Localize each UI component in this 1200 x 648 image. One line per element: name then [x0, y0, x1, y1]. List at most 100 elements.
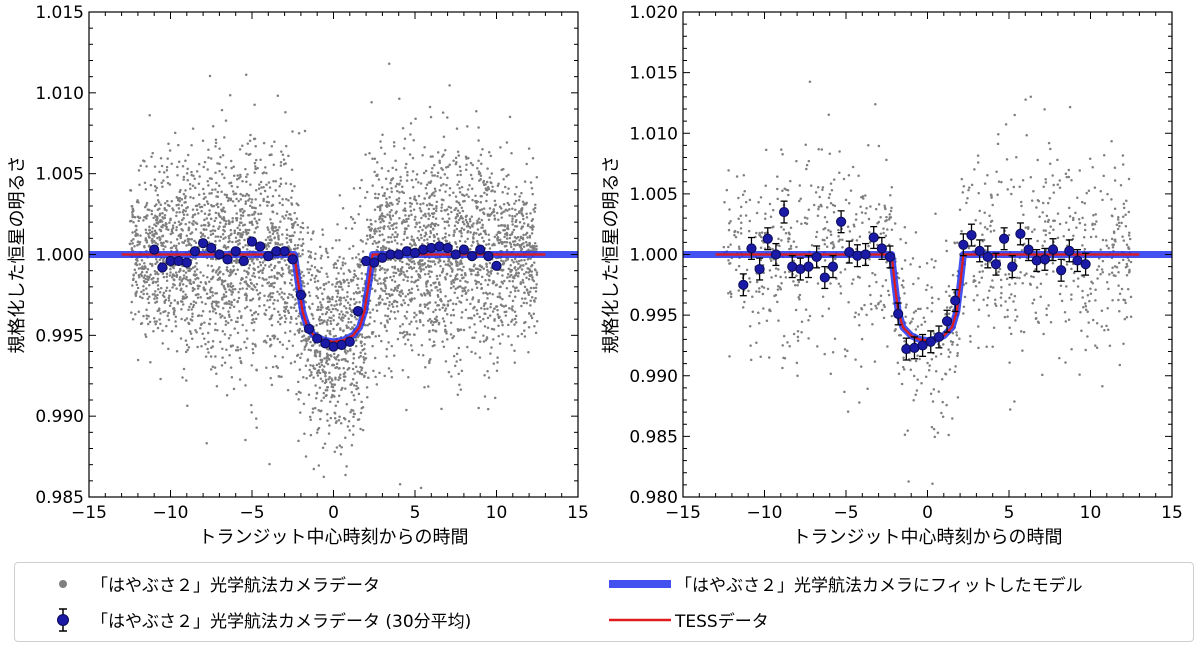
scatter-point	[1128, 237, 1132, 241]
scatter-point	[365, 218, 369, 221]
scatter-point	[180, 198, 184, 201]
scatter-point	[360, 368, 363, 372]
scatter-point	[325, 321, 328, 324]
scatter-point	[489, 272, 493, 275]
scatter-point	[130, 239, 133, 242]
scatter-point	[482, 183, 486, 187]
scatter-point	[404, 209, 407, 213]
binned-point	[483, 251, 494, 262]
scatter-point	[501, 333, 504, 336]
scatter-point	[296, 243, 300, 247]
scatter-point	[476, 219, 479, 222]
scatter-point	[273, 266, 276, 270]
scatter-point	[228, 353, 231, 357]
scatter-point	[281, 203, 284, 207]
scatter-point	[940, 411, 943, 415]
y-tick-label: 0.985	[35, 488, 84, 508]
scatter-point	[361, 348, 364, 352]
scatter-point	[195, 331, 198, 334]
scatter-point	[169, 217, 172, 221]
scatter-point	[344, 387, 347, 390]
scatter-point	[1082, 275, 1086, 278]
scatter-point	[482, 211, 485, 214]
scatter-point	[821, 295, 825, 299]
scatter-point	[530, 316, 534, 320]
scatter-point	[471, 198, 474, 202]
scatter-point	[308, 255, 311, 259]
scatter-point	[373, 229, 376, 233]
scatter-point	[391, 305, 395, 308]
scatter-point	[478, 179, 481, 182]
scatter-point	[500, 207, 503, 210]
scatter-point	[225, 348, 228, 351]
scatter-point	[414, 215, 417, 219]
scatter-point	[440, 299, 443, 303]
scatter-point	[484, 278, 487, 282]
scatter-point	[1124, 213, 1127, 217]
scatter-point	[1056, 183, 1060, 186]
scatter-point	[334, 358, 338, 361]
scatter-point	[789, 226, 793, 229]
scatter-point	[324, 334, 328, 338]
scatter-point	[858, 324, 861, 327]
scatter-point	[308, 368, 311, 372]
scatter-point	[416, 278, 420, 282]
scatter-point	[496, 231, 500, 234]
scatter-point	[776, 187, 779, 191]
scatter-point	[144, 237, 148, 240]
scatter-point	[887, 293, 891, 297]
scatter-point	[140, 270, 144, 274]
scatter-point	[1097, 265, 1101, 268]
scatter-point	[290, 168, 294, 172]
scatter-point	[229, 233, 232, 237]
scatter-point	[503, 279, 506, 283]
scatter-point	[933, 435, 937, 439]
scatter-point	[258, 296, 261, 300]
scatter-point	[313, 406, 317, 410]
scatter-point	[453, 208, 456, 212]
scatter-point	[241, 323, 244, 327]
scatter-point	[413, 311, 416, 315]
scatter-point	[229, 181, 233, 184]
scatter-point	[931, 400, 935, 403]
scatter-point	[225, 393, 229, 397]
scatter-point	[383, 194, 386, 197]
scatter-point	[844, 198, 848, 202]
scatter-point	[452, 285, 455, 288]
scatter-point	[459, 301, 463, 304]
scatter-point	[188, 330, 192, 333]
scatter-point	[272, 226, 275, 229]
scatter-point	[868, 284, 871, 288]
scatter-point	[427, 259, 430, 263]
scatter-point	[324, 282, 328, 285]
scatter-point	[480, 162, 483, 166]
scatter-point	[411, 156, 415, 160]
scatter-point	[168, 221, 171, 225]
scatter-point	[223, 361, 227, 365]
scatter-point	[407, 224, 410, 227]
scatter-point	[1094, 344, 1097, 347]
scatter-point	[1124, 301, 1127, 305]
scatter-point	[397, 197, 401, 200]
scatter-point	[956, 351, 959, 355]
scatter-point	[232, 193, 236, 196]
scatter-point	[227, 197, 231, 200]
scatter-point	[877, 144, 881, 148]
scatter-point	[425, 192, 429, 195]
scatter-point	[203, 212, 207, 215]
scatter-point	[432, 239, 436, 243]
scatter-point	[154, 295, 157, 298]
scatter-point	[744, 214, 748, 217]
scatter-point	[333, 389, 336, 393]
scatter-point	[239, 173, 242, 177]
scatter-point	[1044, 181, 1048, 184]
scatter-point	[953, 370, 957, 374]
scatter-point	[238, 148, 242, 151]
y-tick-label: 1.005	[35, 165, 84, 185]
scatter-point	[379, 221, 382, 224]
scatter-point	[407, 214, 411, 217]
x-tick-label: 15	[567, 503, 589, 523]
scatter-point	[134, 234, 138, 238]
scatter-point	[473, 336, 476, 339]
scatter-point	[337, 285, 341, 288]
